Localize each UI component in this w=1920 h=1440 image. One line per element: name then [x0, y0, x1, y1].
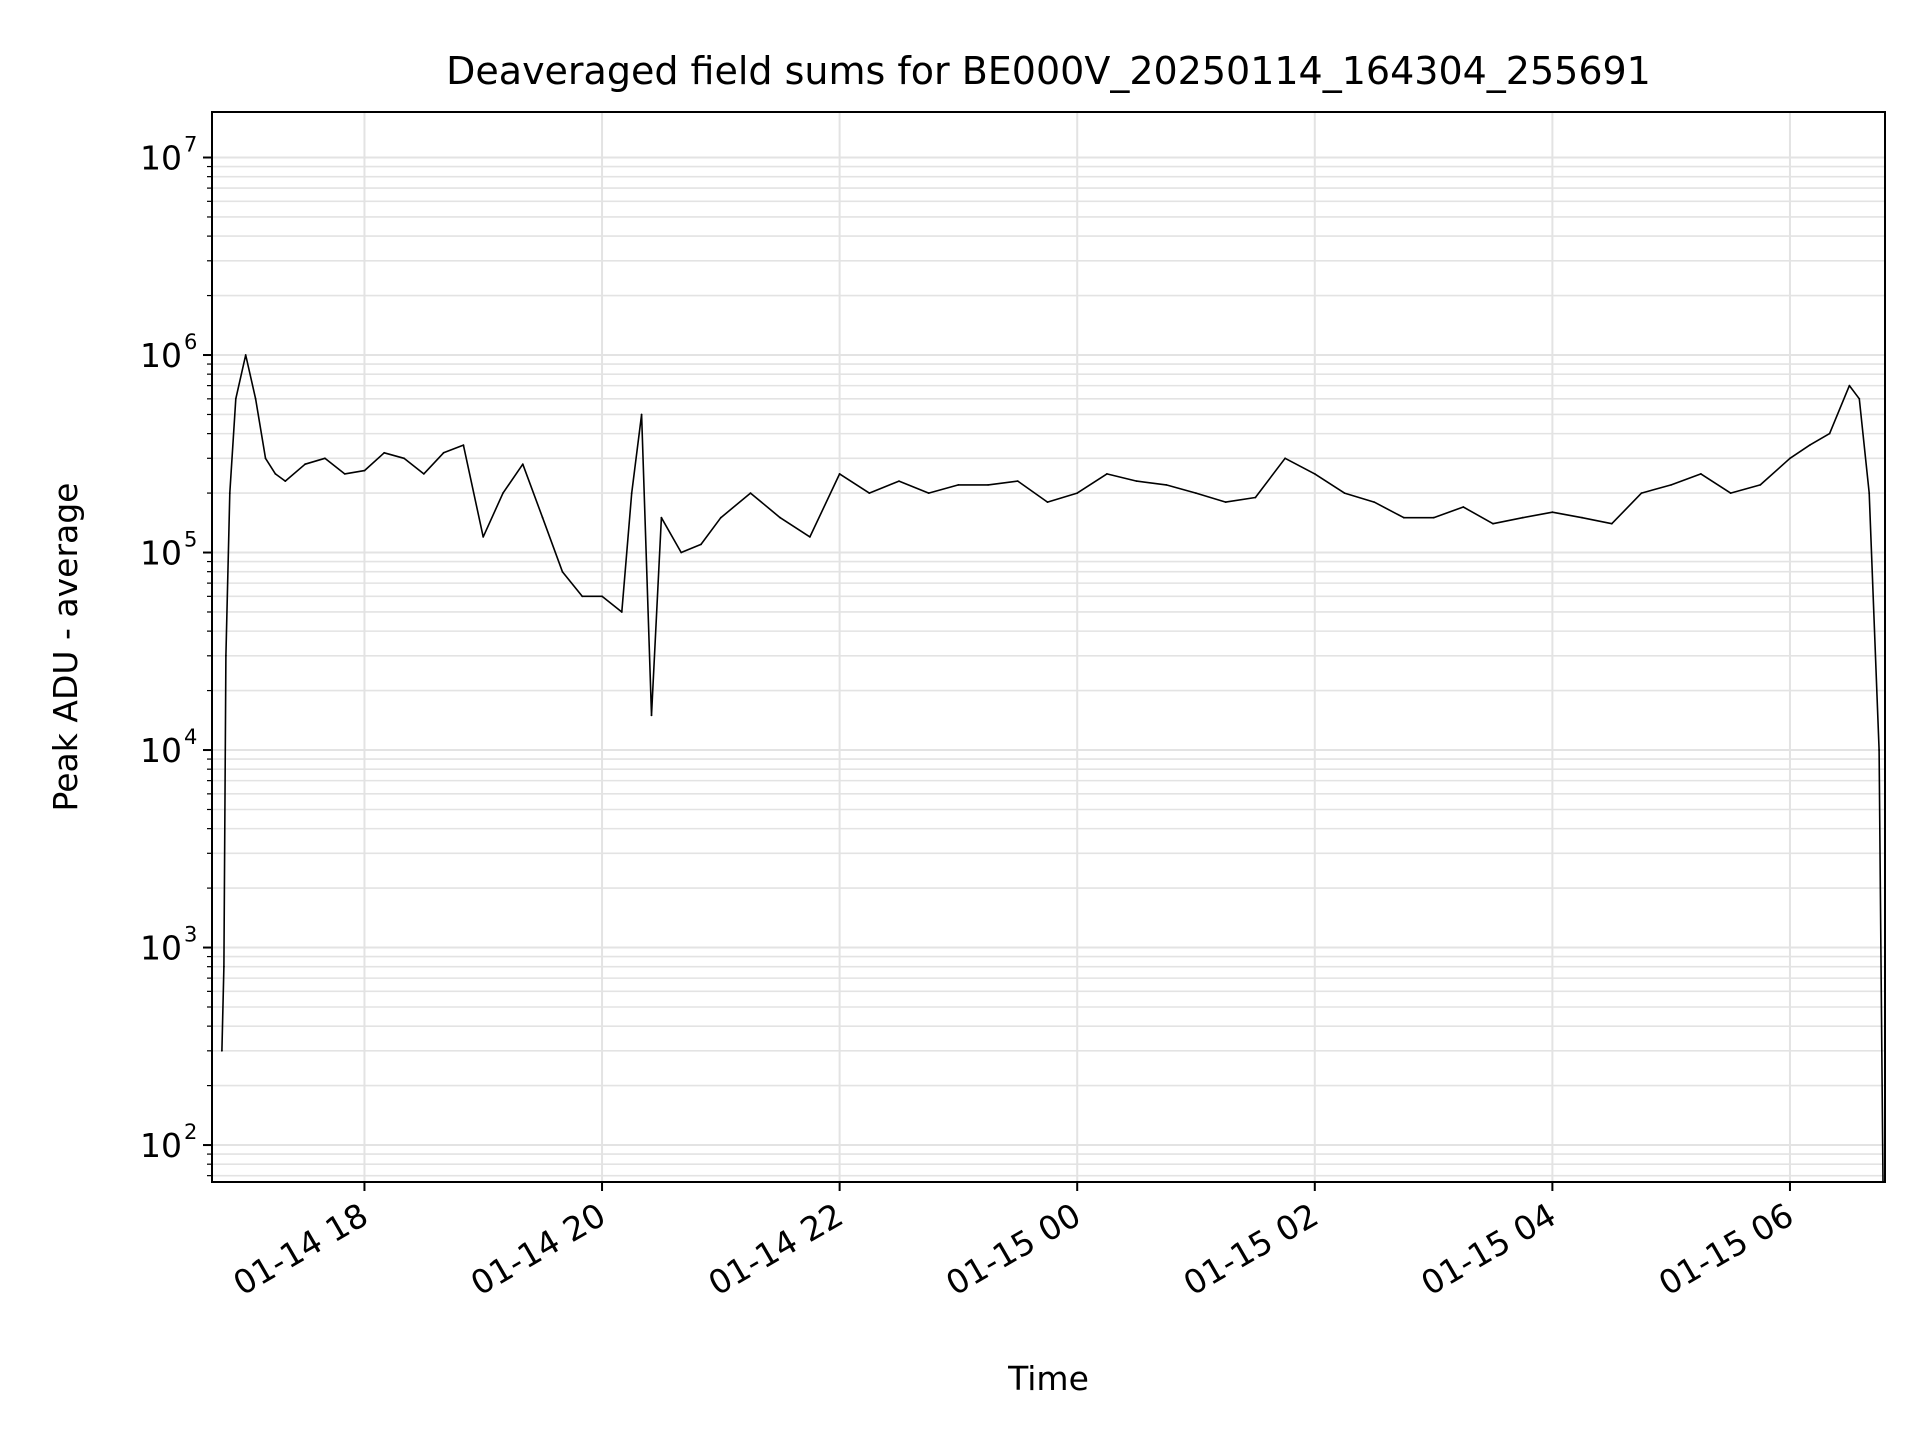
- data-point: [274, 473, 277, 475]
- data-point: [482, 536, 485, 538]
- data-point: [1165, 484, 1168, 486]
- data-point: [868, 492, 871, 494]
- y-tick-label: 10: [140, 139, 182, 178]
- data-point: [223, 965, 225, 968]
- data-point: [1254, 496, 1257, 499]
- data-point: [304, 463, 306, 466]
- data-point: [1135, 480, 1138, 482]
- data-point: [254, 397, 257, 400]
- data-point: [1195, 492, 1197, 494]
- data-point: [502, 492, 504, 494]
- data-point: [244, 354, 247, 356]
- data-point: [1106, 473, 1108, 475]
- data-point: [957, 484, 960, 486]
- data-point: [1492, 522, 1494, 525]
- data-point: [749, 492, 752, 494]
- data-point: [779, 516, 782, 519]
- data-point: [809, 536, 811, 538]
- y-axis-label: Peak ADU - average: [46, 483, 85, 812]
- data-point: [1858, 397, 1861, 400]
- data-point: [1224, 501, 1227, 503]
- data-point: [1878, 749, 1880, 751]
- data-point: [1284, 457, 1286, 460]
- data-point: [403, 457, 405, 460]
- data-point: [324, 457, 326, 460]
- data-point: [1551, 511, 1554, 514]
- data-point: [234, 397, 237, 400]
- data-point: [1700, 473, 1702, 475]
- data-point: [1640, 492, 1643, 494]
- data-point: [1462, 506, 1465, 508]
- data-point: [1046, 501, 1049, 503]
- data-point: [1759, 484, 1762, 486]
- y-tick-exponent: 2: [184, 1120, 197, 1144]
- data-point: [1610, 522, 1613, 525]
- data-point: [601, 595, 603, 598]
- data-point: [521, 463, 524, 466]
- data-point: [264, 457, 267, 460]
- data-point: [898, 480, 900, 482]
- y-tick-exponent: 3: [184, 923, 197, 947]
- series-layer: [221, 354, 1884, 1183]
- y-tick-exponent: 7: [184, 133, 197, 157]
- data-point: [987, 484, 989, 486]
- data-point: [1828, 432, 1831, 435]
- y-tick-label: 10: [140, 929, 182, 968]
- y-tick-label: 10: [140, 336, 182, 375]
- data-point: [1403, 516, 1405, 519]
- data-point: [1313, 473, 1316, 475]
- data-point: [561, 570, 564, 573]
- data-point: [1076, 492, 1079, 494]
- data-point: [422, 473, 425, 475]
- data-point: [1581, 516, 1583, 519]
- data-point: [1521, 516, 1524, 519]
- data-point: [1432, 516, 1435, 519]
- y-tick-label: 10: [140, 731, 182, 770]
- data-point: [1373, 501, 1376, 503]
- data-point: [719, 516, 722, 519]
- data-point: [660, 516, 663, 519]
- data-point: [620, 611, 623, 613]
- y-tick-label: 10: [140, 1126, 182, 1165]
- y-tick-exponent: 5: [184, 528, 197, 552]
- data-point: [630, 492, 633, 494]
- y-tick-exponent: 4: [184, 725, 197, 749]
- plot-frame: [211, 111, 1886, 1183]
- data-point: [383, 451, 386, 454]
- grid: [212, 112, 1885, 1182]
- data-point: [927, 492, 930, 494]
- data-point: [1729, 492, 1732, 494]
- y-tick-exponent: 6: [184, 330, 197, 354]
- data-point: [363, 469, 366, 472]
- data-point: [700, 543, 702, 546]
- y-tick-label: 10: [140, 534, 182, 573]
- chart-title: Deaveraged field sums for BE000V_2025011…: [446, 49, 1651, 93]
- data-point: [581, 595, 584, 598]
- data-point: [1848, 384, 1851, 387]
- data-point: [1868, 492, 1871, 494]
- data-point: [1789, 457, 1791, 460]
- data-point: [442, 451, 445, 454]
- data-point: [221, 1049, 223, 1052]
- data-point: [1808, 444, 1811, 446]
- data-point: [650, 714, 653, 717]
- data-point: [640, 413, 643, 416]
- data-point: [343, 473, 346, 475]
- data-point: [541, 516, 544, 519]
- data-point: [284, 480, 287, 482]
- data-point: [225, 654, 227, 657]
- data-point: [1016, 480, 1019, 482]
- data-point: [228, 492, 231, 494]
- data-point: [1670, 484, 1673, 486]
- data-point: [1343, 492, 1346, 494]
- x-axis-label: Time: [1007, 1359, 1089, 1398]
- data-point: [838, 473, 841, 475]
- data-point: [680, 551, 683, 554]
- data-point: [462, 444, 465, 446]
